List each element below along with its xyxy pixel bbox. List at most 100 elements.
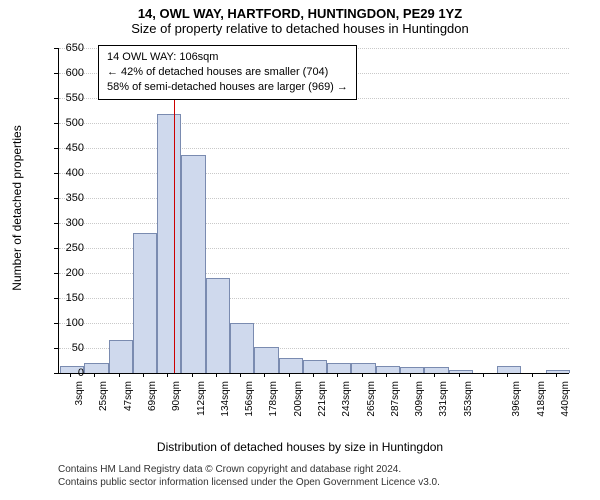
x-tick-label: 25sqm bbox=[98, 381, 109, 429]
x-tick-label: 396sqm bbox=[511, 381, 522, 429]
x-tick-mark bbox=[216, 373, 217, 377]
y-tick-mark bbox=[54, 173, 58, 174]
bar bbox=[133, 233, 157, 373]
bar bbox=[424, 367, 448, 373]
x-tick-label: 353sqm bbox=[463, 381, 474, 429]
bar bbox=[157, 114, 181, 373]
x-tick-mark bbox=[240, 373, 241, 377]
y-tick-label: 150 bbox=[54, 292, 84, 304]
y-tick-mark bbox=[54, 198, 58, 199]
annotation-line3: 58% of semi-detached houses are larger (… bbox=[107, 80, 348, 95]
bar bbox=[84, 363, 108, 373]
x-tick-label: 418sqm bbox=[536, 381, 547, 429]
y-tick-mark bbox=[54, 248, 58, 249]
y-tick-label: 600 bbox=[54, 67, 84, 79]
x-tick-mark bbox=[532, 373, 533, 377]
x-tick-label: 178sqm bbox=[268, 381, 279, 429]
y-tick-mark bbox=[54, 223, 58, 224]
x-tick-label: 287sqm bbox=[390, 381, 401, 429]
x-tick-mark bbox=[362, 373, 363, 377]
x-tick-mark bbox=[337, 373, 338, 377]
gridline bbox=[59, 148, 569, 149]
x-tick-mark bbox=[313, 373, 314, 377]
y-tick-mark bbox=[54, 298, 58, 299]
x-tick-mark bbox=[94, 373, 95, 377]
y-tick-label: 550 bbox=[54, 92, 84, 104]
bar bbox=[109, 340, 133, 374]
x-tick-label: 69sqm bbox=[147, 381, 158, 429]
bar bbox=[206, 278, 230, 373]
y-tick-label: 0 bbox=[54, 367, 84, 379]
y-axis-label: Number of detached properties bbox=[10, 125, 24, 290]
x-tick-label: 243sqm bbox=[341, 381, 352, 429]
annotation-box: 14 OWL WAY: 106sqm ← 42% of detached hou… bbox=[98, 45, 357, 100]
y-tick-label: 350 bbox=[54, 192, 84, 204]
x-tick-label: 309sqm bbox=[414, 381, 425, 429]
title-main: 14, OWL WAY, HARTFORD, HUNTINGDON, PE29 … bbox=[0, 0, 600, 21]
x-tick-mark bbox=[483, 373, 484, 377]
x-tick-mark bbox=[289, 373, 290, 377]
bar bbox=[497, 366, 521, 373]
y-tick-mark bbox=[54, 123, 58, 124]
x-tick-mark bbox=[192, 373, 193, 377]
x-tick-mark bbox=[70, 373, 71, 377]
y-tick-mark bbox=[54, 73, 58, 74]
y-tick-label: 650 bbox=[54, 42, 84, 54]
x-tick-label: 47sqm bbox=[123, 381, 134, 429]
bar bbox=[546, 370, 570, 374]
x-tick-label: 134sqm bbox=[220, 381, 231, 429]
x-tick-label: 90sqm bbox=[171, 381, 182, 429]
x-tick-label: 265sqm bbox=[366, 381, 377, 429]
gridline bbox=[59, 173, 569, 174]
bar bbox=[400, 367, 424, 373]
bar bbox=[254, 347, 278, 373]
x-tick-label: 221sqm bbox=[317, 381, 328, 429]
x-tick-label: 3sqm bbox=[74, 381, 85, 429]
y-tick-label: 300 bbox=[54, 217, 84, 229]
x-tick-label: 112sqm bbox=[196, 381, 207, 429]
x-tick-mark bbox=[264, 373, 265, 377]
y-tick-label: 250 bbox=[54, 242, 84, 254]
x-tick-label: 440sqm bbox=[560, 381, 571, 429]
y-tick-label: 100 bbox=[54, 317, 84, 329]
bar bbox=[230, 323, 254, 373]
y-tick-mark bbox=[54, 148, 58, 149]
y-tick-label: 400 bbox=[54, 167, 84, 179]
x-tick-mark bbox=[434, 373, 435, 377]
y-tick-mark bbox=[54, 273, 58, 274]
y-tick-mark bbox=[54, 373, 58, 374]
x-tick-label: 200sqm bbox=[293, 381, 304, 429]
bar bbox=[327, 363, 351, 373]
bar bbox=[376, 366, 400, 373]
y-tick-mark bbox=[54, 348, 58, 349]
x-tick-mark bbox=[410, 373, 411, 377]
x-tick-label: 156sqm bbox=[244, 381, 255, 429]
y-tick-label: 450 bbox=[54, 142, 84, 154]
y-tick-mark bbox=[54, 48, 58, 49]
x-tick-mark bbox=[143, 373, 144, 377]
x-tick-mark bbox=[459, 373, 460, 377]
title-sub: Size of property relative to detached ho… bbox=[0, 21, 600, 38]
footer-line2: Contains public sector information licen… bbox=[58, 477, 440, 488]
y-tick-label: 50 bbox=[54, 342, 84, 354]
x-tick-mark bbox=[556, 373, 557, 377]
y-tick-mark bbox=[54, 98, 58, 99]
footer-line1: Contains HM Land Registry data © Crown c… bbox=[58, 464, 401, 475]
gridline bbox=[59, 223, 569, 224]
x-tick-mark bbox=[386, 373, 387, 377]
y-tick-label: 200 bbox=[54, 267, 84, 279]
x-tick-mark bbox=[507, 373, 508, 377]
annotation-line2: ← 42% of detached houses are smaller (70… bbox=[107, 65, 348, 80]
x-tick-mark bbox=[119, 373, 120, 377]
bar bbox=[303, 360, 327, 374]
x-tick-mark bbox=[167, 373, 168, 377]
annotation-line1: 14 OWL WAY: 106sqm bbox=[107, 50, 348, 65]
bar bbox=[181, 155, 205, 374]
y-tick-label: 500 bbox=[54, 117, 84, 129]
bar bbox=[449, 370, 473, 374]
bar bbox=[351, 363, 375, 373]
x-axis-label: Distribution of detached houses by size … bbox=[0, 440, 600, 454]
bar bbox=[279, 358, 303, 373]
y-tick-mark bbox=[54, 323, 58, 324]
gridline bbox=[59, 198, 569, 199]
